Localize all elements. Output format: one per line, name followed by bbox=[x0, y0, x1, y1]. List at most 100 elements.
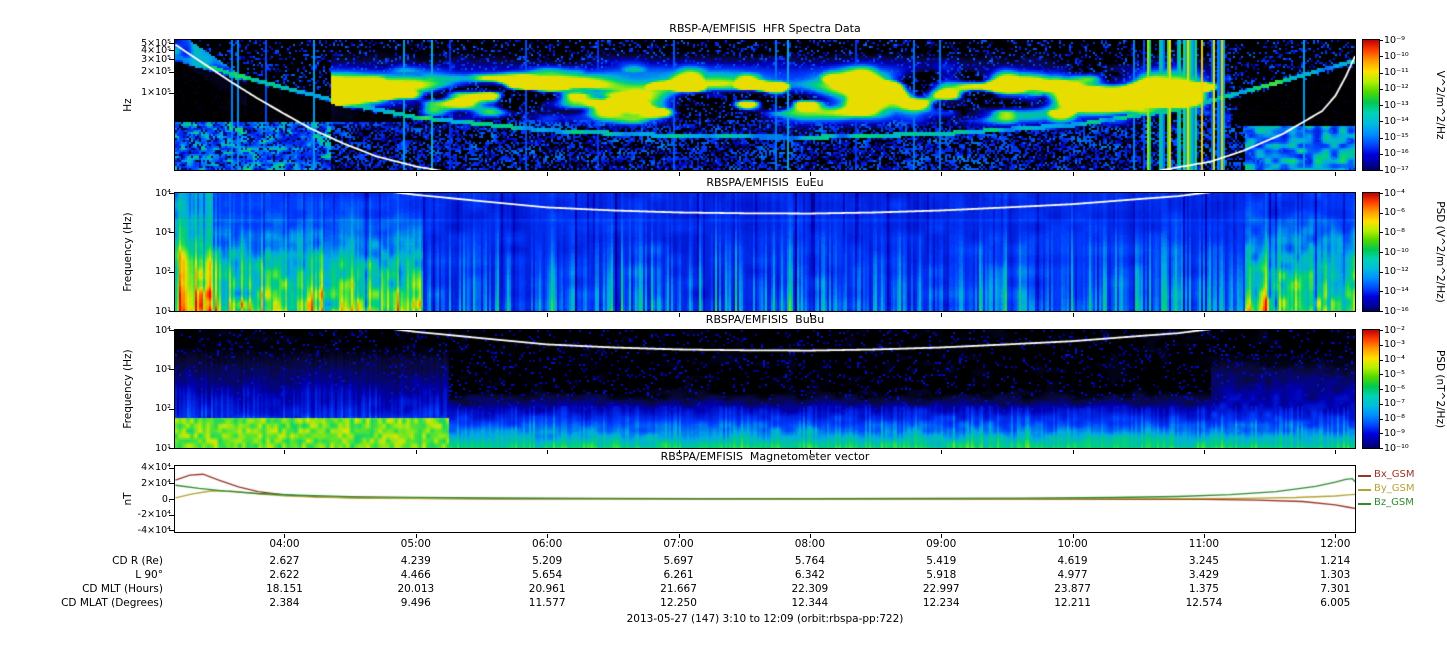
annotation-value: 1.303 bbox=[1320, 569, 1351, 581]
annotation-row-label: CD MLT (Hours) bbox=[82, 583, 163, 595]
y-tick-label: 10⁴ bbox=[155, 324, 171, 336]
y-tick-mark bbox=[169, 311, 175, 312]
y-tick-label: 5×10⁵ bbox=[141, 37, 171, 49]
y-tick-mark bbox=[169, 515, 175, 516]
colorbar-tick-mark bbox=[1380, 448, 1383, 449]
y-tick-mark bbox=[169, 43, 175, 44]
colorbar-tick-label: 10⁻¹³ bbox=[1384, 99, 1409, 111]
x-tick-mark bbox=[284, 313, 285, 317]
y-tick-mark bbox=[169, 50, 175, 51]
annotation-value: 4.466 bbox=[400, 569, 431, 581]
colorbar-tick-mark bbox=[1380, 154, 1383, 155]
x-tick-mark bbox=[1073, 172, 1074, 176]
annotation-value: 22.309 bbox=[791, 583, 829, 595]
y-tick-label: 10¹ bbox=[155, 305, 171, 317]
annotation-value: 4.977 bbox=[1057, 569, 1088, 581]
colorbar-tick-mark bbox=[1380, 404, 1383, 405]
x-tick-mark bbox=[1073, 313, 1074, 317]
y-tick-mark bbox=[169, 409, 175, 410]
x-tick-mark bbox=[810, 313, 811, 317]
x-tick-mark bbox=[547, 534, 548, 538]
x-tick-mark bbox=[679, 534, 680, 538]
colorbar-tick-mark bbox=[1380, 360, 1383, 361]
annotation-value: 20.961 bbox=[528, 583, 566, 595]
colorbar-tick-mark bbox=[1380, 170, 1383, 171]
x-tick-mark bbox=[547, 313, 548, 317]
x-tick-mark bbox=[1073, 534, 1074, 538]
annotation-value: 2.384 bbox=[269, 597, 300, 609]
colorbar-tick-label: 10⁻⁸ bbox=[1384, 413, 1405, 424]
x-tick-mark bbox=[1335, 534, 1336, 538]
annotation-value: 9.496 bbox=[400, 597, 431, 609]
y-tick-label: 2×10⁴ bbox=[141, 477, 171, 489]
y-tick-label: 10³ bbox=[155, 363, 171, 375]
colorbar-tick-mark bbox=[1380, 193, 1383, 194]
colorbar-tick-mark bbox=[1380, 291, 1383, 292]
bubu-spectrogram-frame bbox=[174, 329, 1356, 449]
y-tick-label: 2×10⁵ bbox=[141, 66, 171, 77]
annotation-row-label: CD MLAT (Degrees) bbox=[61, 597, 163, 609]
y-tick-label: 4×10⁵ bbox=[141, 44, 171, 56]
x-tick-mark bbox=[810, 172, 811, 176]
x-tick-mark bbox=[284, 172, 285, 176]
annotation-value: 3.429 bbox=[1188, 569, 1219, 581]
colorbar-tick-mark bbox=[1380, 330, 1383, 331]
annotation-value: 12.250 bbox=[660, 597, 697, 609]
x-tick-label: 05:00 bbox=[400, 538, 431, 550]
annotation-row-label: L 90° bbox=[135, 569, 163, 581]
y-tick-label: 10³ bbox=[155, 226, 171, 238]
x-tick-mark bbox=[941, 534, 942, 538]
colorbar-tick-mark bbox=[1380, 121, 1383, 122]
legend-label: By_GSM bbox=[1374, 483, 1415, 494]
x-tick-mark bbox=[1204, 313, 1205, 317]
annotation-value: 22.997 bbox=[922, 583, 960, 595]
y-tick-mark bbox=[169, 448, 175, 449]
colorbar-tick-mark bbox=[1380, 419, 1383, 420]
colorbar-tick-label: 10⁻⁵ bbox=[1384, 368, 1405, 380]
y-tick-mark bbox=[169, 59, 175, 60]
y-tick-label: 3×10⁵ bbox=[141, 53, 171, 65]
colorbar-tick-label: 10⁻⁹ bbox=[1384, 427, 1405, 439]
x-tick-mark bbox=[1335, 172, 1336, 176]
colorbar-tick-mark bbox=[1380, 73, 1383, 74]
colorbar-tick-mark bbox=[1380, 374, 1383, 375]
annotation-value: 2.627 bbox=[269, 555, 300, 567]
panel3-title: RBSPA/EMFISIS BuBu bbox=[705, 313, 825, 326]
y-tick-label: 1×10⁵ bbox=[141, 87, 171, 99]
eueu-spectrogram-canvas bbox=[175, 193, 1355, 311]
annotation-value: 3.245 bbox=[1188, 555, 1219, 567]
y-tick-label: 10¹ bbox=[155, 442, 171, 454]
eueu-colorbar-label: PSD (V^2/m^2/Hz) bbox=[1434, 201, 1446, 303]
magnetometer-plot-canvas bbox=[175, 466, 1355, 532]
x-tick-mark bbox=[416, 172, 417, 176]
colorbar-tick-mark bbox=[1380, 433, 1383, 434]
annotation-value: 12.574 bbox=[1185, 597, 1223, 609]
legend-line-swatch bbox=[1358, 475, 1371, 477]
x-tick-mark bbox=[284, 534, 285, 538]
x-tick-mark bbox=[679, 172, 680, 176]
annotation-value: 6.342 bbox=[794, 569, 825, 581]
colorbar-tick-mark bbox=[1380, 252, 1383, 253]
annotation-value: 11.577 bbox=[528, 597, 566, 609]
y-tick-label: 4×10⁴ bbox=[141, 462, 171, 474]
x-tick-mark bbox=[810, 450, 811, 454]
colorbar-tick-label: 10⁻⁴ bbox=[1384, 187, 1405, 199]
x-tick-mark bbox=[941, 172, 942, 176]
colorbar-tick-label: 10⁻⁸ bbox=[1384, 226, 1405, 238]
legend-label: Bx_GSM bbox=[1374, 469, 1415, 480]
colorbar-tick-mark bbox=[1380, 232, 1383, 233]
annotation-value: 1.375 bbox=[1188, 583, 1219, 595]
colorbar-tick-mark bbox=[1380, 56, 1383, 57]
x-tick-mark bbox=[1073, 450, 1074, 454]
y-tick-mark bbox=[169, 232, 175, 233]
y-tick-mark bbox=[169, 93, 175, 94]
hfr-colorbar bbox=[1362, 39, 1380, 171]
annotation-value: 12.234 bbox=[922, 597, 960, 609]
colorbar-tick-label: 10⁻¹⁴ bbox=[1384, 285, 1409, 297]
bubu-colorbar bbox=[1362, 329, 1380, 449]
colorbar-tick-label: 10⁻² bbox=[1384, 324, 1405, 336]
colorbar-tick-mark bbox=[1380, 345, 1383, 346]
x-tick-mark bbox=[547, 450, 548, 454]
colorbar-tick-label: 10⁻¹¹ bbox=[1384, 67, 1409, 78]
colorbar-tick-label: 10⁻¹⁶ bbox=[1384, 305, 1409, 317]
